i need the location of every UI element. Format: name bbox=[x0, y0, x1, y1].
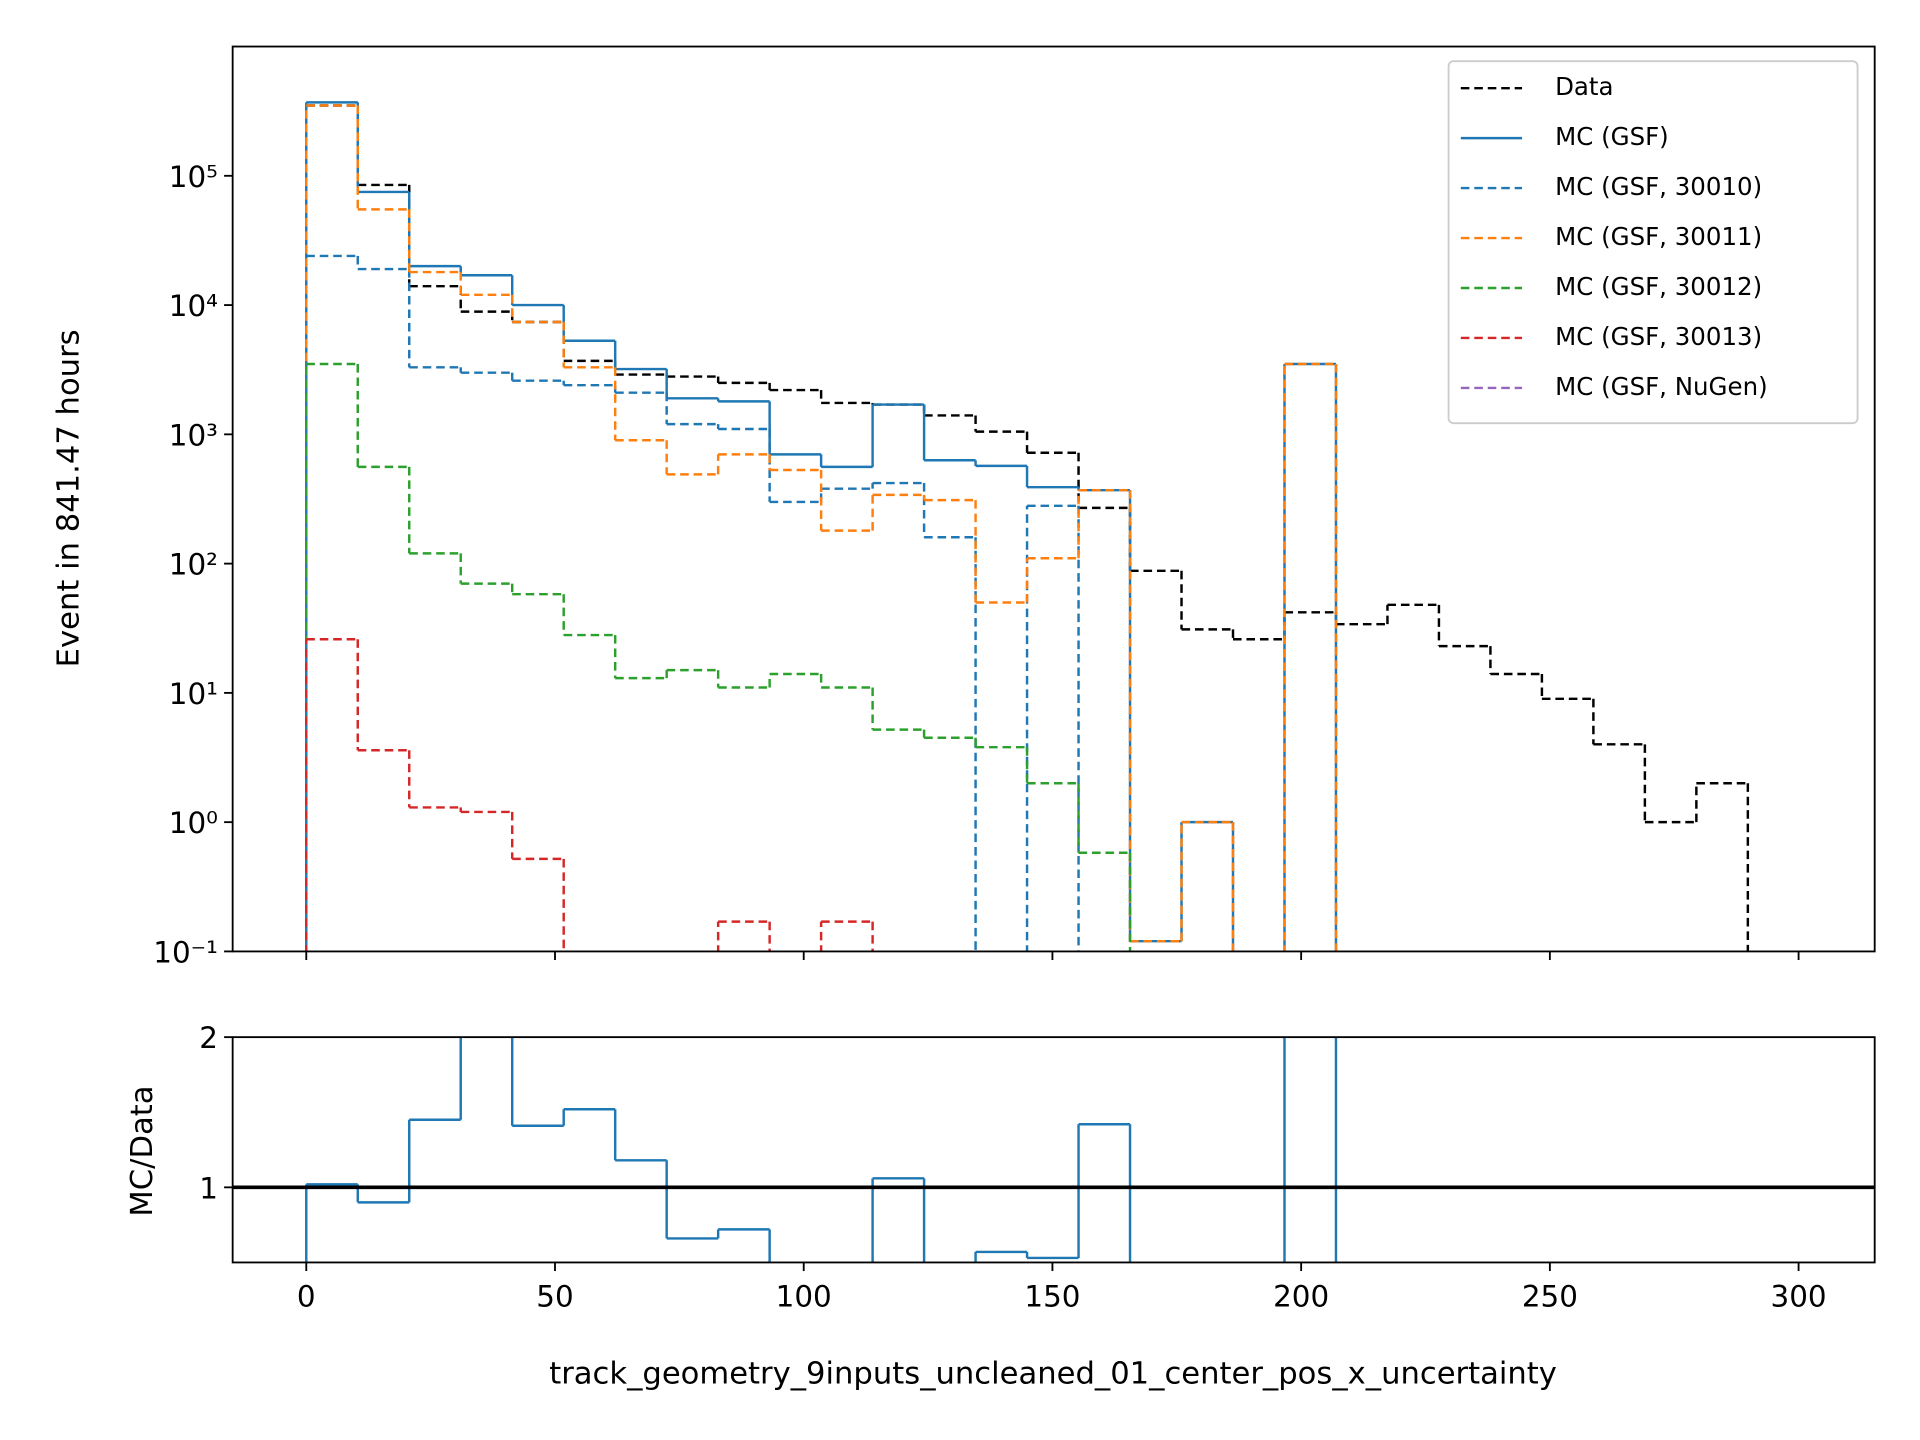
legend-label: MC (GSF, 30013) bbox=[1555, 322, 1762, 351]
y-tick-label: 10³ bbox=[169, 418, 218, 452]
plot-area bbox=[232, 1037, 1875, 1263]
y-tick-label: 10¹ bbox=[169, 677, 218, 711]
histogram-series bbox=[305, 362, 1132, 952]
legend-label: Data bbox=[1555, 72, 1613, 101]
y-tick-label: 10⁻¹ bbox=[153, 935, 218, 969]
x-tick-label: 50 bbox=[536, 1280, 573, 1314]
y-tick-label: 10⁰ bbox=[169, 806, 218, 840]
x-tick-label: 150 bbox=[1024, 1280, 1080, 1314]
x-tick-label: 0 bbox=[297, 1280, 316, 1314]
histogram-series bbox=[305, 254, 1080, 952]
x-axis-label: track_geometry_9inputs_uncleaned_01_cent… bbox=[549, 1357, 1557, 1392]
y-tick-label: 10⁵ bbox=[169, 160, 218, 194]
legend-label: MC (GSF) bbox=[1555, 122, 1669, 151]
legend-label: MC (GSF, 30010) bbox=[1555, 172, 1762, 201]
histogram-series bbox=[305, 638, 874, 952]
axes-frame bbox=[231, 45, 1876, 953]
x-tick-label: 300 bbox=[1771, 1280, 1827, 1314]
legend-label: MC (GSF, NuGen) bbox=[1555, 372, 1768, 401]
x-tick-label: 250 bbox=[1522, 1280, 1578, 1314]
y-axis-label: Event in 841.47 hours bbox=[51, 329, 86, 667]
axes-frame bbox=[231, 1036, 1876, 1264]
legend-label: MC (GSF, 30011) bbox=[1555, 222, 1762, 251]
ratio-y-axis-label: MC/Data bbox=[125, 1085, 160, 1216]
y-tick-label: 10⁴ bbox=[169, 289, 218, 323]
y-tick-label: 2 bbox=[199, 1021, 218, 1055]
y-tick-label: 10² bbox=[169, 548, 218, 582]
legend-label: MC (GSF, 30012) bbox=[1555, 272, 1762, 301]
histogram-series bbox=[305, 104, 1338, 952]
y-tick-label: 1 bbox=[199, 1171, 218, 1205]
plot-area bbox=[305, 101, 1750, 952]
legend-box bbox=[1447, 60, 1859, 425]
histogram-series bbox=[305, 1037, 1338, 1263]
x-tick-label: 200 bbox=[1273, 1280, 1329, 1314]
x-tick-label: 100 bbox=[776, 1280, 832, 1314]
